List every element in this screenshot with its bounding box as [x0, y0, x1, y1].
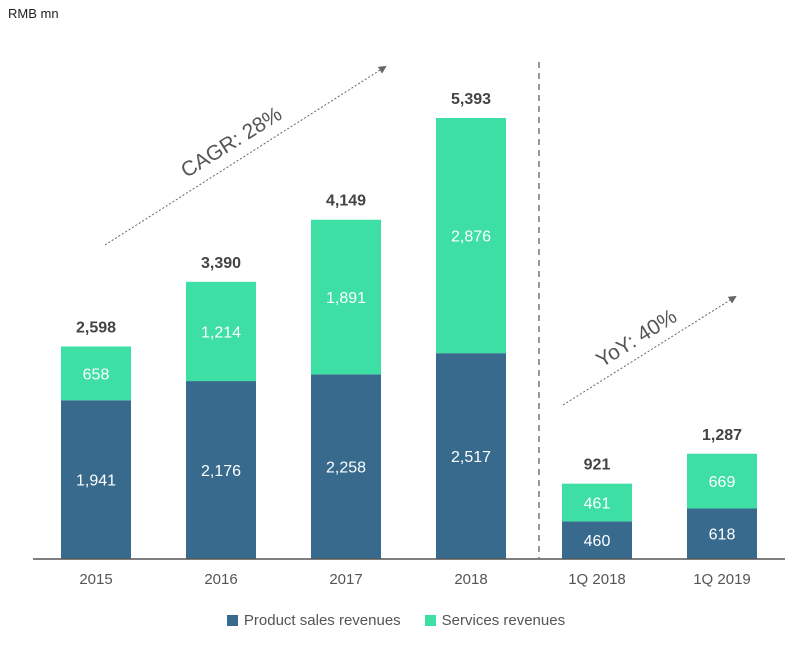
bar-product-5: [687, 508, 757, 559]
label-services-5: 669: [709, 474, 736, 491]
bar-services-1: [186, 281, 256, 382]
tick-label-4: 1Q 2018: [568, 571, 626, 588]
bar-product-4: [562, 521, 632, 559]
tick-label-3: 2018: [454, 571, 487, 588]
legend: Product sales revenues Services revenues: [0, 612, 792, 629]
legend-swatch-product: [226, 615, 238, 626]
label-services-4: 461: [584, 496, 611, 513]
unit-label: RMB mn: [8, 6, 59, 21]
label-product-0: 1,941: [76, 473, 116, 490]
yoy-label: YoY: 40%: [592, 305, 681, 372]
legend-item-services: Services revenues: [424, 612, 566, 629]
legend-label-product: Product sales revenues: [243, 612, 401, 629]
label-product-1: 2,176: [201, 463, 241, 480]
bar-product-1: [186, 381, 256, 559]
cagr-label: CAGR: 28%: [177, 102, 286, 182]
label-total-2: 4,149: [326, 193, 366, 210]
bar-product-2: [311, 374, 381, 559]
tick-label-2: 2017: [329, 571, 362, 588]
bar-services-5: [687, 453, 757, 509]
label-product-4: 460: [584, 533, 611, 550]
label-total-4: 921: [584, 457, 611, 474]
label-services-3: 2,876: [451, 229, 491, 246]
tick-label-1: 2016: [204, 571, 237, 588]
bar-services-2: [311, 219, 381, 375]
label-product-3: 2,517: [451, 449, 491, 466]
bar-services-3: [436, 118, 506, 354]
legend-item-product: Product sales revenues: [226, 612, 401, 629]
label-product-2: 2,258: [326, 460, 366, 477]
label-product-5: 618: [709, 527, 736, 544]
label-services-1: 1,214: [201, 324, 241, 341]
label-total-0: 2,598: [76, 319, 116, 336]
tick-label-5: 1Q 2019: [693, 571, 751, 588]
label-services-0: 658: [83, 366, 110, 383]
label-services-2: 1,891: [326, 290, 366, 307]
bar-product-3: [436, 353, 506, 559]
label-total-5: 1,287: [702, 427, 742, 444]
yoy-arrow: [562, 295, 737, 406]
label-total-1: 3,390: [201, 255, 241, 272]
label-total-3: 5,393: [451, 91, 491, 108]
legend-label-services: Services revenues: [441, 612, 566, 629]
bar-services-4: [562, 483, 632, 522]
cagr-arrow: [104, 65, 387, 246]
bar-services-0: [61, 346, 131, 401]
tick-label-0: 2015: [79, 571, 112, 588]
bar-product-0: [61, 400, 131, 559]
legend-swatch-services: [424, 615, 436, 626]
